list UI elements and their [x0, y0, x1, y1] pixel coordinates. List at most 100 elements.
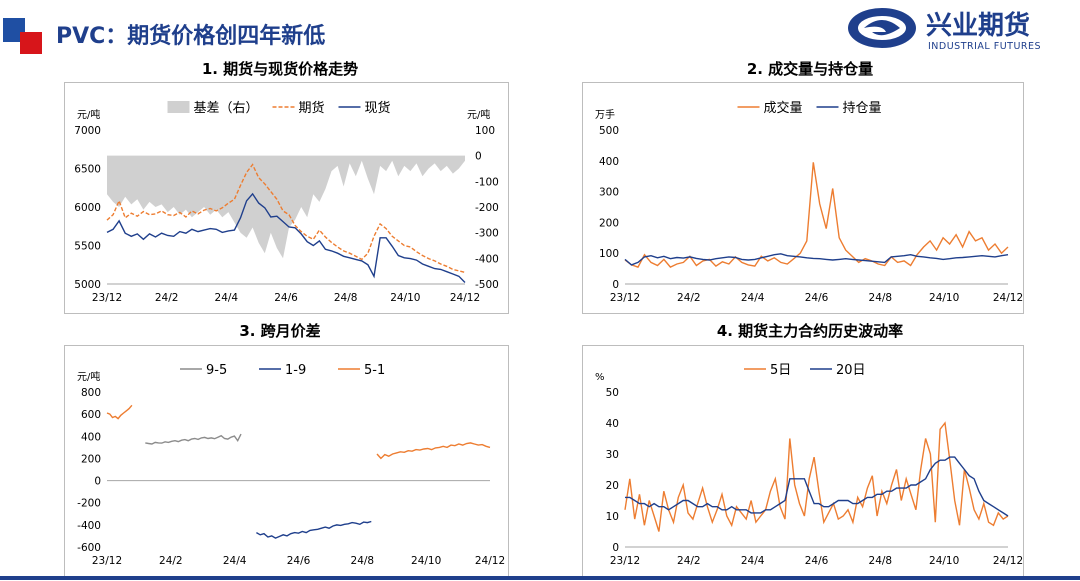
x-tick-label: 24/4 [741, 555, 765, 567]
legend-swatch [167, 101, 190, 113]
y-tick-label: 600 [81, 409, 101, 421]
y-tick-label: 7000 [74, 125, 101, 137]
y-tick-label: 200 [81, 453, 101, 465]
y-tick-label: 500 [599, 125, 619, 137]
y-tick-label: 5000 [74, 279, 101, 291]
series-line-1 [624, 253, 1009, 266]
logo-cn-text: 兴业期货 [926, 10, 1030, 41]
y-tick-label: 50 [606, 387, 619, 399]
series-line-0 [624, 421, 1009, 532]
x-tick-label: 24/4 [215, 292, 239, 304]
x-tick-label: 24/12 [993, 555, 1023, 567]
header-deco-blue [3, 18, 25, 42]
legend-label: 基差（右） [194, 101, 259, 116]
x-tick-label: 24/4 [741, 292, 765, 304]
y-tick-label: 300 [599, 187, 619, 199]
y-tick-label: 6500 [74, 164, 101, 176]
left-unit-label: 元/吨 [77, 108, 100, 121]
y-tick-label: 30 [606, 449, 619, 461]
y-tick-label: 800 [81, 387, 101, 399]
x-tick-label: 24/10 [390, 292, 420, 304]
x-tick-label: 24/12 [475, 555, 505, 567]
legend-label: 5日 [770, 363, 791, 378]
y-tick-label: 0 [94, 476, 101, 488]
chart2-panel: 万手 0 100 200 300 400 500 23/12 24/2 24/4 24/6 24/8 2… [582, 82, 1024, 314]
chart4-title: 4. 期货主力合约历史波动率 [716, 322, 904, 340]
y-tick-label: 20 [606, 480, 619, 492]
legend-label: 9-5 [206, 363, 227, 378]
y-tick-label: -400 [77, 520, 101, 532]
y-tick-label: 40 [606, 418, 619, 430]
x-tick-label: 24/8 [351, 555, 375, 567]
x-tick-label: 24/4 [223, 555, 247, 567]
x-tick-label: 24/6 [274, 292, 298, 304]
y-tick-label: 10 [606, 511, 619, 523]
series-area-basis [107, 155, 465, 259]
y2-tick-label: 0 [475, 151, 482, 163]
header-deco-red [20, 32, 42, 54]
y-tick-label: -600 [77, 542, 101, 554]
x-tick-label: 24/8 [334, 292, 358, 304]
x-tick-label: 24/10 [411, 555, 441, 567]
x-tick-label: 24/2 [155, 292, 179, 304]
x-tick-label: 23/12 [92, 555, 122, 567]
legend-label: 期货 [299, 100, 325, 116]
x-tick-label: 24/6 [287, 555, 311, 567]
x-tick-label: 24/10 [929, 555, 959, 567]
y2-tick-label: -300 [475, 228, 499, 240]
x-tick-label: 24/2 [159, 555, 183, 567]
left-unit-label: 元/吨 [77, 370, 100, 383]
y-tick-label: 6000 [74, 202, 101, 214]
y2-tick-label: -100 [475, 176, 499, 188]
series-line-0 [145, 433, 242, 445]
y-tick-label: 0 [612, 279, 619, 291]
x-tick-label: 23/12 [92, 292, 122, 304]
chart2-svg: 万手 0 100 200 300 400 500 23/12 24/2 24/4 24/6 24/8 2… [595, 100, 1023, 304]
series-line-2 [106, 404, 133, 420]
chart2-title: 2. 成交量与持仓量 [746, 60, 874, 78]
legend-label: 5-1 [364, 363, 385, 378]
legend-label: 现货 [365, 100, 391, 116]
company-logo: 兴业期货 INDUSTRIAL FUTURES [848, 8, 1041, 52]
x-tick-label: 24/8 [869, 555, 893, 567]
chart1-panel: 元/吨 元/吨 5000 5500 6000 6500 7000 -500 -400 -300 -2… [64, 82, 509, 314]
chart1-svg: 元/吨 元/吨 5000 5500 6000 6500 7000 -500 -400 -300 -2… [74, 100, 499, 304]
y2-tick-label: -500 [475, 279, 499, 291]
chart3-svg: 元/吨 -600 -400 -200 0 200 400 600 800 23/12 24/2 24/… [77, 363, 505, 567]
left-unit-label: % [595, 372, 605, 383]
y-tick-label: 200 [599, 217, 619, 229]
bottom-rule [0, 576, 1080, 580]
y-tick-label: 400 [81, 431, 101, 443]
legend-label: 成交量 [764, 100, 803, 116]
x-tick-label: 24/12 [993, 292, 1023, 304]
x-tick-label: 23/12 [610, 555, 640, 567]
page-title: PVC：期货价格创四年新低 [56, 24, 326, 49]
y2-tick-label: -400 [475, 253, 499, 265]
x-tick-label: 24/12 [450, 292, 480, 304]
y2-tick-label: 100 [475, 125, 495, 137]
left-unit-label: 万手 [595, 108, 615, 121]
x-tick-label: 24/2 [677, 555, 701, 567]
logo-en-text: INDUSTRIAL FUTURES [928, 41, 1041, 52]
y-tick-label: 400 [599, 156, 619, 168]
series-line-2 [376, 442, 491, 460]
chart3-panel: 元/吨 -600 -400 -200 0 200 400 600 800 23/12 24/2 24/… [64, 345, 509, 578]
y-tick-label: -200 [77, 498, 101, 510]
y-tick-label: 5500 [74, 241, 101, 253]
series-line-1 [625, 456, 1009, 517]
x-tick-label: 23/12 [610, 292, 640, 304]
chart4-svg: % 0 10 20 30 40 50 23/12 24/2 24/4 24/6 24/8 24/10 24… [595, 363, 1023, 567]
series-line-1 [106, 163, 466, 274]
chart3-title: 3. 跨月价差 [239, 322, 321, 340]
legend-label: 持仓量 [843, 101, 882, 116]
legend-label: 20日 [836, 363, 866, 378]
x-tick-label: 24/2 [677, 292, 701, 304]
y2-tick-label: -200 [475, 202, 499, 214]
x-tick-label: 24/6 [805, 292, 829, 304]
series-line-0 [624, 162, 1009, 268]
y-tick-label: 100 [599, 248, 619, 260]
y-tick-label: 0 [612, 542, 619, 554]
x-tick-label: 24/10 [929, 292, 959, 304]
series-line-1 [256, 520, 372, 539]
series-line-2 [106, 192, 466, 283]
